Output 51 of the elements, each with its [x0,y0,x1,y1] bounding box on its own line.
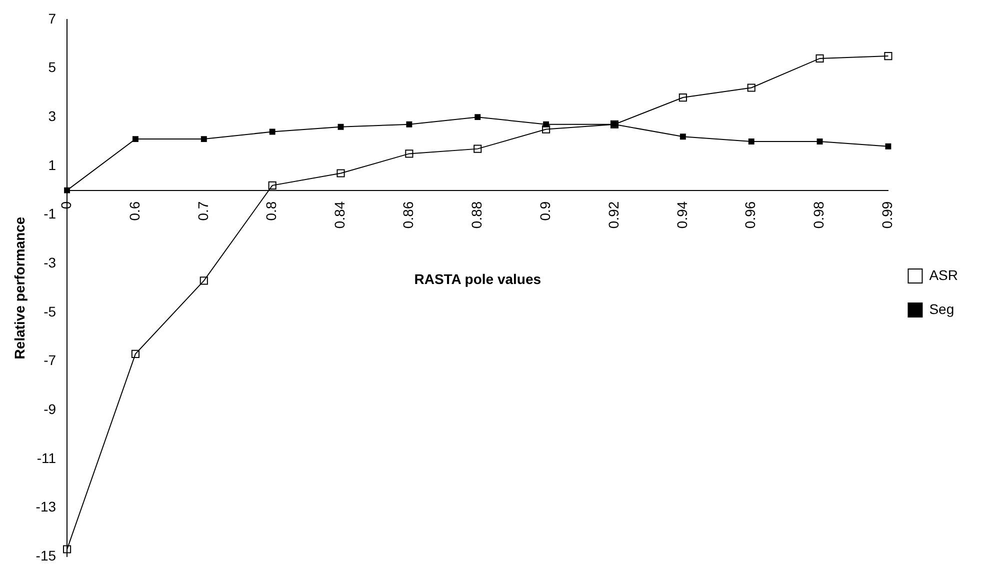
x-tick-label: 0.96 [742,201,758,229]
point [474,144,482,153]
x-tick-label: 0.7 [194,201,211,221]
point [884,52,892,60]
point [200,276,208,285]
y-tick-label: -3 [44,254,56,270]
y-tick-label: 1 [48,156,56,173]
point [474,114,481,120]
point [816,138,823,144]
x-tick-label: 0.99 [879,201,896,229]
point [678,94,687,102]
point [405,150,414,158]
y-tick-label: -13 [36,498,56,515]
x-tick-label: 0.8 [263,201,280,221]
point [200,136,207,142]
y-tick-label: -11 [36,450,56,466]
point [885,143,892,150]
point [338,124,344,130]
point [542,125,550,134]
point [406,121,412,128]
x-axis-title: RASTA pole values [414,270,542,287]
y-tick-label: 7 [48,10,56,26]
y-tick-label: -7 [44,352,56,368]
y-tick-label: -15 [36,547,56,564]
y-tick-label: 3 [48,108,56,124]
point [336,169,345,178]
point [268,181,276,190]
point [269,128,276,135]
x-tick-label: 0.6 [126,201,142,221]
y-tick-label: 5 [48,59,56,76]
point [131,350,140,358]
x-tick-label: 0.94 [674,201,690,229]
x-tick-label: 0.84 [332,201,348,229]
x-tick-label: 0.86 [400,201,416,229]
point [747,84,756,92]
point [680,134,686,140]
y-tick-label: -1 [44,206,56,222]
point [816,54,824,63]
point [132,136,138,142]
y-axis-title: Relative performance [11,216,28,360]
y-tick-label: -9 [44,400,56,417]
x-tick-label: 0.98 [810,201,827,229]
point [63,545,72,554]
x-tick-label: 0.92 [605,201,622,229]
point [748,138,754,144]
x-tick-label: 0.88 [468,201,484,229]
legend-label: Seg [929,300,954,317]
point [64,187,70,194]
y-tick-label: -5 [44,303,56,320]
legend-label: ASR [929,266,958,283]
x-tick-label: 0.9 [536,201,553,221]
